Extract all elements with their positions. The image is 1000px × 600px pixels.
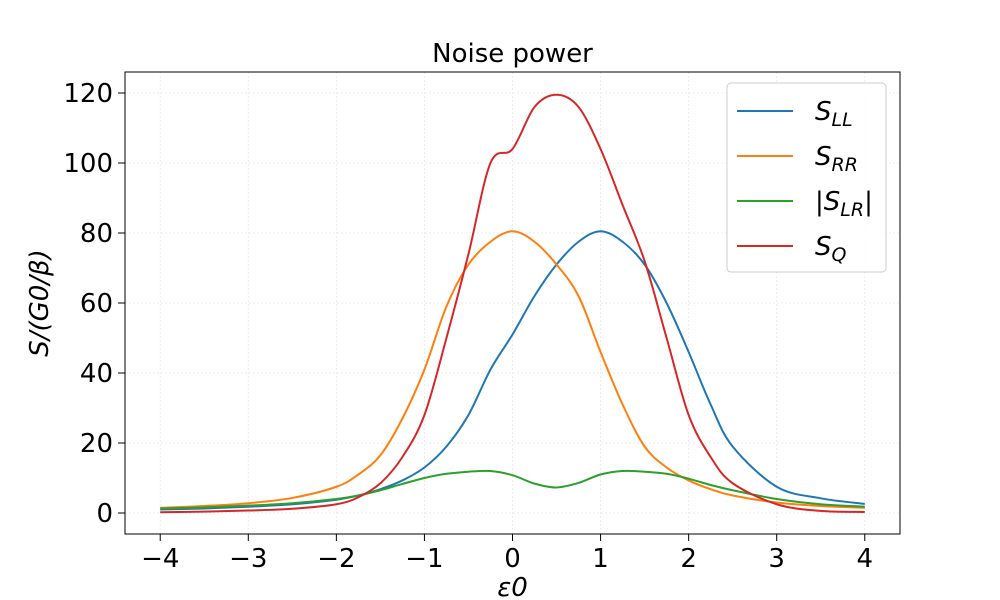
legend-label: |SLR| <box>815 187 873 221</box>
y-tick-label: 60 <box>80 289 113 319</box>
legend-label: SQ <box>815 232 847 266</box>
legend-box <box>726 82 887 273</box>
legend-label: SLL <box>815 97 853 131</box>
x-tick-label: 2 <box>680 544 697 574</box>
legend: SLL SRR |SLR| SQ <box>726 82 887 273</box>
legend-label: SRR <box>815 142 858 176</box>
y-axis-label: S/(G0/β) <box>25 249 55 357</box>
x-tick-label: −1 <box>405 544 443 574</box>
y-tick-label: 100 <box>63 149 113 179</box>
y-tick-label: 20 <box>80 429 113 459</box>
series-line-1 <box>160 230 865 509</box>
series-line-3 <box>160 93 865 514</box>
series-line-2 <box>160 469 865 510</box>
chart-title: Noise power <box>432 39 593 69</box>
x-axis-label: ε0 <box>497 573 528 600</box>
y-tick-label: 0 <box>96 499 113 529</box>
x-tick-label: 1 <box>592 544 609 574</box>
x-tick-label: 3 <box>768 544 785 574</box>
x-tick-label: 0 <box>504 544 521 574</box>
x-tick-label: −4 <box>141 544 179 574</box>
y-tick-label: 80 <box>80 219 113 249</box>
series-lines <box>160 93 865 514</box>
x-tick-label: 4 <box>856 544 873 574</box>
x-tick-label: −3 <box>229 544 267 574</box>
y-tick-label: 120 <box>63 79 113 109</box>
y-tick-label: 40 <box>80 359 113 389</box>
x-tick-label: −2 <box>317 544 355 574</box>
